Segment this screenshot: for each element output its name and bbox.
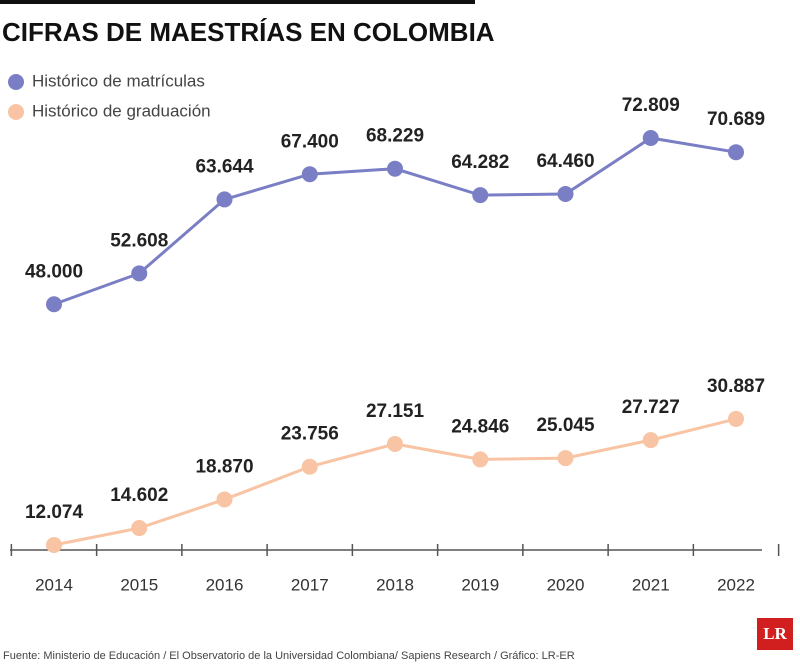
x-tick-label: 2015	[120, 575, 158, 594]
source: Fuente: Ministerio de Educación / El Obs…	[3, 650, 575, 662]
x-tick-label: 2019	[461, 575, 499, 594]
data-label: 14.602	[110, 485, 168, 506]
data-point	[557, 185, 574, 202]
data-point	[728, 410, 744, 427]
data-label: 64.282	[451, 152, 509, 173]
chart-title: CIFRAS DE MAESTRÍAS EN COLOMBIA	[2, 17, 495, 47]
data-label: 12.074	[25, 502, 84, 523]
data-label: 27.151	[366, 401, 425, 422]
data-label: 27.727	[622, 397, 680, 418]
data-point	[728, 144, 744, 161]
data-label: 64.460	[536, 151, 594, 172]
legend-marker	[8, 74, 24, 90]
logo-box	[757, 618, 793, 650]
legend-label: Histórico de matrículas	[32, 71, 205, 90]
x-tick-label: 2014	[35, 575, 73, 594]
data-point	[642, 432, 659, 449]
data-point	[301, 458, 318, 475]
data-point	[46, 537, 62, 553]
data-label: 23.756	[281, 424, 339, 445]
data-label: 68.229	[366, 126, 424, 147]
data-point	[301, 166, 318, 183]
data-label: 24.846	[451, 416, 509, 437]
data-point	[131, 265, 148, 282]
data-label: 70.689	[707, 109, 765, 130]
data-point	[46, 296, 62, 313]
x-tick-label: 2016	[206, 575, 244, 594]
x-tick-label: 2018	[376, 575, 414, 594]
x-tick-label: 2020	[547, 575, 585, 594]
data-label: 52.608	[110, 230, 168, 251]
data-label: 18.870	[195, 456, 253, 477]
data-point	[387, 160, 403, 177]
data-label: 72.809	[622, 95, 680, 116]
data-point	[216, 491, 233, 508]
data-label: 30.887	[707, 376, 765, 397]
data-point	[472, 187, 489, 204]
logo: LR	[763, 624, 787, 643]
data-label: 25.045	[536, 415, 595, 436]
data-point	[131, 520, 148, 537]
data-point	[642, 130, 659, 146]
data-point	[387, 435, 403, 452]
data-label: 48.000	[25, 261, 83, 282]
data-point	[557, 450, 574, 467]
data-label: 63.644	[195, 156, 254, 177]
legend-label: Histórico de graduación	[32, 101, 211, 120]
data-point	[472, 451, 489, 468]
x-tick-label: 2017	[291, 575, 329, 594]
top-rule	[0, 0, 475, 4]
data-point	[216, 191, 233, 208]
x-tick-label: 2022	[717, 575, 755, 594]
legend-marker	[8, 104, 24, 120]
data-label: 67.400	[281, 131, 339, 152]
x-tick-label: 2021	[632, 575, 670, 594]
